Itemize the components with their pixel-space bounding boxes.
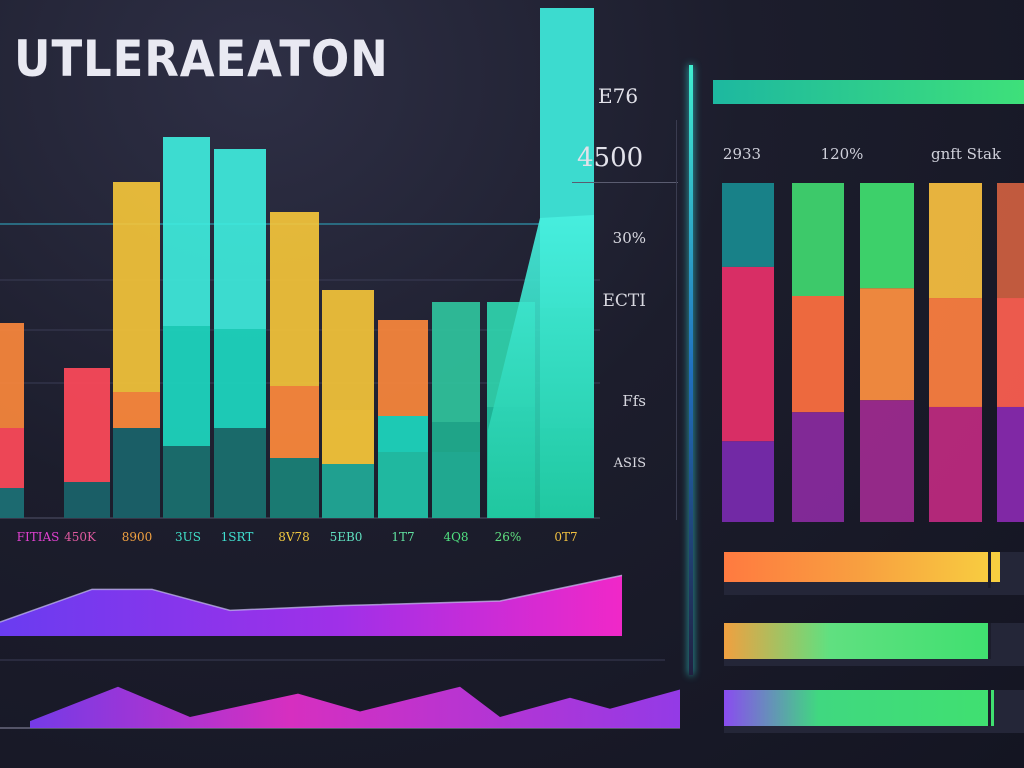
x-tick-label: 450K (64, 530, 96, 544)
bar-segment-top (270, 212, 319, 386)
hbar-fill (724, 552, 1000, 582)
area-fill (30, 686, 680, 728)
bar-segment-base (113, 428, 160, 518)
panel-divider (689, 65, 693, 675)
bar-segment-middle (0, 428, 24, 488)
column-segment (997, 406, 1024, 522)
column-segment (929, 406, 982, 522)
bar-segment-base (64, 482, 110, 518)
area-chart-lower (30, 686, 680, 728)
stat-separator-vertical (676, 120, 677, 520)
bar-segment-middle (64, 368, 110, 482)
area-line (0, 574, 623, 623)
side-label-4: ASIS (613, 456, 646, 471)
stat-separator (572, 182, 678, 183)
side-label-1: 30% (612, 229, 646, 247)
stat-top: E76 (598, 84, 639, 108)
area-chart-upper (0, 574, 623, 636)
bar-segment-top (163, 137, 210, 326)
column-segment (929, 298, 982, 407)
side-label-3: Ffs (622, 392, 646, 410)
column-segment (722, 266, 774, 442)
bar-segment-middle (214, 329, 266, 428)
column-segment (929, 183, 982, 299)
column-segment (860, 183, 914, 289)
bar-segment-top (322, 290, 374, 410)
column-header-label: gnft Stak (931, 145, 1001, 163)
column-segment (860, 400, 914, 522)
column-segment (792, 183, 844, 296)
hbar-divider (988, 690, 991, 726)
hbar-fill (724, 623, 988, 659)
x-tick-label: 4Q8 (443, 530, 469, 544)
hbar-divider (988, 623, 991, 659)
x-tick-label: 1T7 (391, 530, 415, 544)
column-segment (997, 298, 1024, 407)
header-progress-bar (713, 80, 1024, 104)
column-header-label: 120% (820, 145, 864, 163)
bar-segment-middle (163, 326, 210, 446)
column-segment (860, 288, 914, 401)
bar-segment-top (113, 182, 160, 392)
bar-segment-middle (113, 392, 160, 428)
column-segment (792, 296, 844, 413)
hbar-divider (988, 552, 991, 588)
highlight-spike (488, 215, 594, 518)
side-label-2: ECTI (602, 291, 646, 311)
x-tick-label: 26% (494, 530, 522, 544)
bar-segment-top (432, 302, 480, 422)
x-tick-label: 3US (175, 530, 201, 544)
x-tick-label: 1SRT (220, 530, 254, 544)
bar-segment-base (163, 446, 210, 518)
bar-segment-top (0, 323, 24, 428)
bar-segment-top (214, 149, 266, 329)
bar-segment-middle (322, 410, 374, 464)
bar-segment-middle (378, 416, 428, 452)
x-tick-label: 8V78 (278, 530, 310, 544)
column-segment (722, 183, 774, 267)
bar-segment-base (378, 452, 428, 518)
bar-segment-base (270, 458, 319, 518)
x-tick-label: 5EB0 (329, 530, 363, 544)
column-segment (792, 412, 844, 522)
bar-segment-base (432, 452, 480, 518)
bar-segment-middle (270, 386, 319, 458)
page-title: UTLERAEATON (14, 30, 389, 88)
horizontal-bar-chart (713, 80, 1024, 733)
stacked-column-chart (722, 183, 1024, 522)
bar-segment-top (378, 320, 428, 416)
column-segment (722, 441, 774, 522)
x-tick-label: 8900 (121, 530, 153, 544)
x-tick-label: 0T7 (554, 530, 578, 544)
hbar-fill (724, 690, 994, 726)
column-segment (997, 183, 1024, 299)
bar-segment-middle (432, 422, 480, 452)
x-tick-label: FITIAS (16, 530, 60, 544)
bar-segment-base (322, 464, 374, 518)
main-bar-chart (0, 8, 594, 518)
bar-segment-base (214, 428, 266, 518)
area-fill (0, 575, 622, 636)
stat-main: 4500 (577, 143, 644, 173)
bar-segment-base (0, 488, 24, 518)
column-header-label: 2933 (722, 145, 762, 163)
